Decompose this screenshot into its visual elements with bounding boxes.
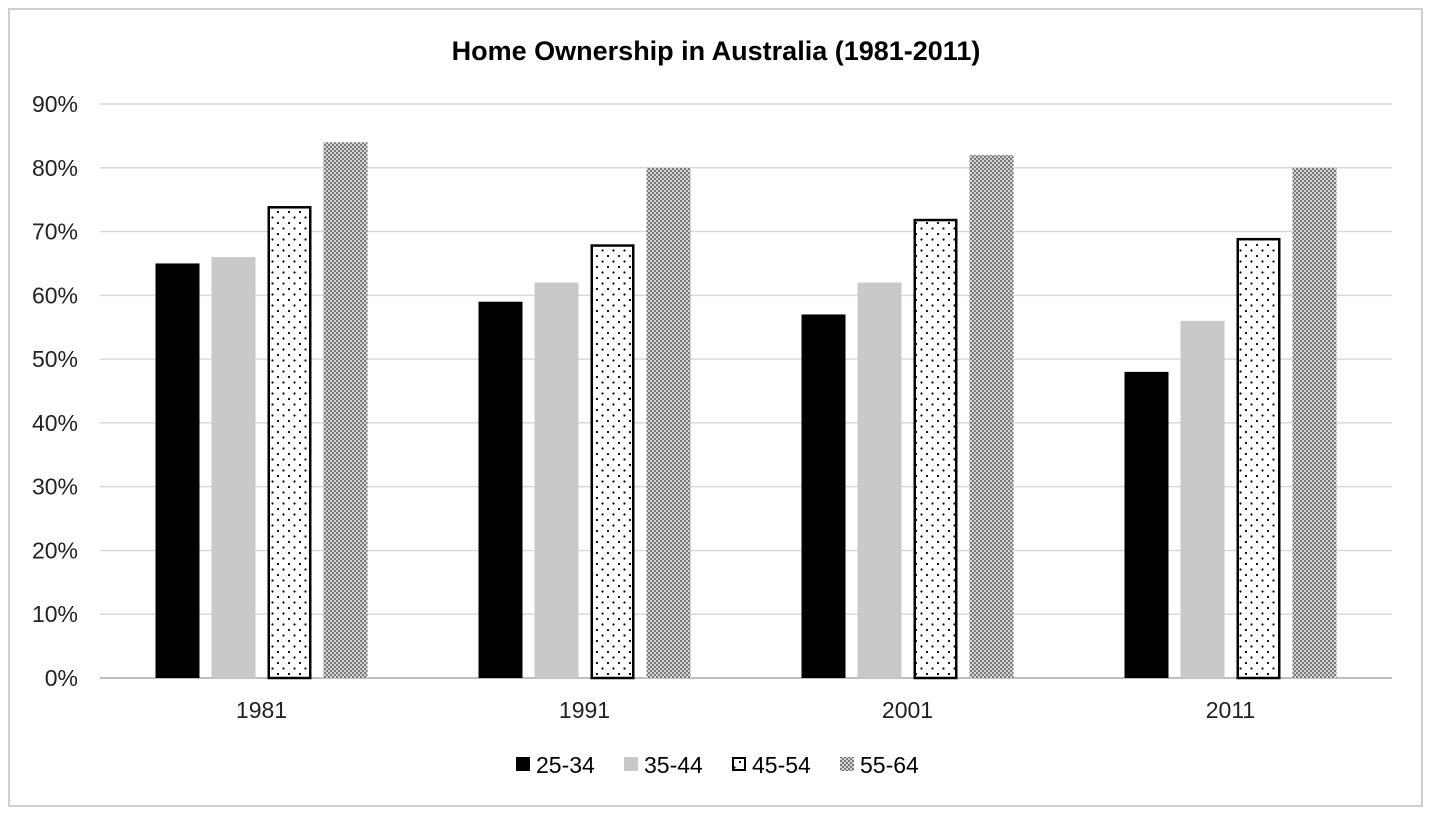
y-axis-ticks: 0% 10% 20% 30% 40% 50% 60% 70% 80% 90%	[32, 91, 78, 691]
bar-1991-25-34	[478, 301, 523, 678]
legend: 25-34 35-44 45-54 55-64	[516, 752, 919, 778]
bar-2001-35-44	[857, 282, 902, 678]
x-tick-label: 2011	[1206, 697, 1255, 723]
legend-swatch-45-54	[732, 757, 746, 771]
legend-label-35-44: 35-44	[644, 752, 703, 778]
bar-1981-55-64	[323, 142, 368, 678]
bars	[155, 142, 1337, 680]
x-tick-label: 1981	[236, 697, 287, 723]
y-tick-label: 70%	[32, 219, 78, 245]
bar-2011-55-64	[1292, 167, 1337, 678]
bar-2001-25-34	[801, 314, 846, 678]
bar-2011-35-44	[1180, 320, 1225, 678]
x-axis-ticks: 1981 1991 2001 2011	[236, 697, 1255, 723]
bar-1981-45-54	[267, 206, 312, 680]
legend-label-25-34: 25-34	[536, 752, 595, 778]
bar-1981-35-44	[211, 257, 256, 678]
y-tick-label: 90%	[32, 91, 78, 117]
legend-swatch-35-44	[624, 757, 638, 771]
chart-title: Home Ownership in Australia (1981-2011)	[452, 36, 981, 66]
y-tick-label: 10%	[32, 601, 78, 627]
x-tick-label: 1991	[559, 697, 610, 723]
y-tick-label: 60%	[32, 282, 78, 308]
y-tick-label: 20%	[32, 537, 78, 563]
bar-1981-25-34	[155, 263, 200, 678]
legend-swatch-25-34	[516, 757, 530, 771]
bar-1991-55-64	[646, 167, 691, 678]
y-tick-label: 30%	[32, 474, 78, 500]
y-tick-label: 40%	[32, 410, 78, 436]
bar-2011-25-34	[1124, 371, 1169, 678]
gridlines	[100, 103, 1392, 679]
x-tick-label: 2001	[882, 697, 933, 723]
legend-label-45-54: 45-54	[752, 752, 811, 778]
y-tick-label: 50%	[32, 346, 78, 372]
bar-1991-35-44	[534, 282, 579, 678]
legend-label-55-64: 55-64	[860, 752, 919, 778]
bar-2011-45-54	[1236, 237, 1281, 680]
y-tick-label: 0%	[45, 665, 78, 691]
y-tick-label: 80%	[32, 155, 78, 181]
bar-2001-55-64	[969, 155, 1014, 678]
bar-1991-45-54	[590, 244, 635, 680]
bar-2001-45-54	[913, 218, 958, 680]
legend-swatch-55-64	[840, 757, 854, 771]
